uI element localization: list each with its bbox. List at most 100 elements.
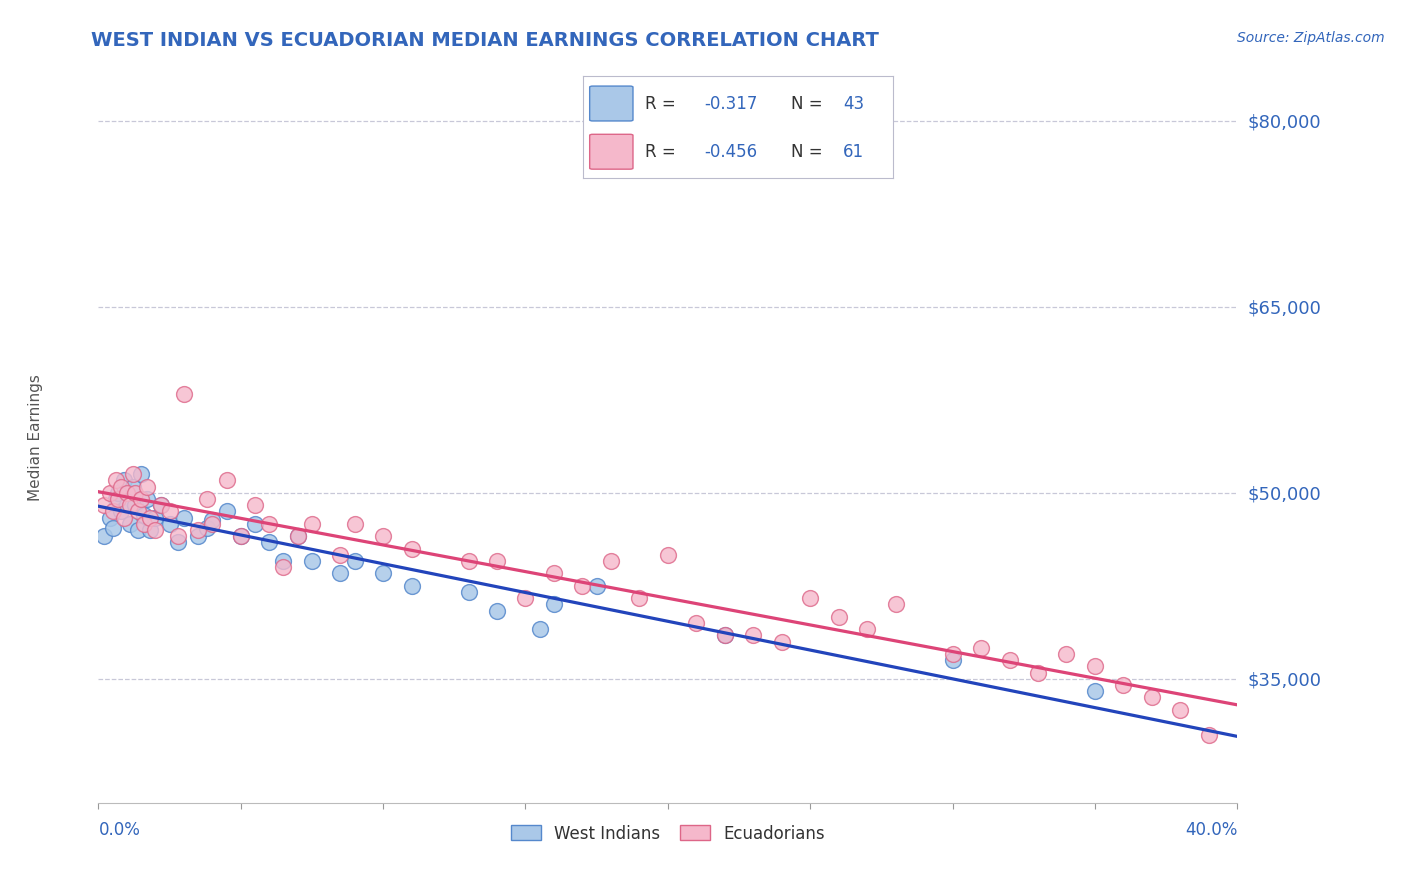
Point (828, 610, 851, 624)
Point (135, 480, 157, 494)
Point (714, 628, 737, 642)
Point (529, 622, 551, 636)
Point (243, 498, 266, 512)
Text: N =: N = (790, 95, 823, 112)
Point (145, 510, 167, 524)
Point (187, 529, 209, 543)
Point (685, 615, 707, 630)
Point (1140, 690, 1163, 705)
Point (998, 653, 1021, 667)
Point (543, 598, 565, 612)
Point (124, 486, 146, 500)
Point (287, 529, 309, 543)
Text: -0.317: -0.317 (704, 95, 758, 112)
Point (229, 529, 252, 543)
Point (98, 486, 121, 500)
Point (104, 474, 127, 488)
Text: 40.0%: 40.0% (1185, 822, 1237, 839)
Point (457, 585, 479, 599)
Point (132, 508, 155, 523)
Point (173, 510, 195, 524)
Text: R =: R = (645, 95, 676, 112)
Point (215, 474, 238, 488)
Point (273, 560, 295, 574)
Point (600, 554, 623, 568)
Point (138, 510, 160, 524)
Point (543, 566, 565, 581)
Point (145, 523, 167, 537)
Point (115, 498, 138, 512)
Point (343, 554, 366, 568)
Point (1198, 728, 1220, 742)
Text: R =: R = (645, 143, 676, 161)
Point (127, 523, 149, 537)
Point (195, 520, 218, 534)
Point (101, 504, 124, 518)
Point (118, 498, 141, 512)
Point (856, 622, 879, 636)
Point (1084, 684, 1107, 698)
Point (159, 516, 181, 531)
Point (401, 541, 423, 556)
Point (628, 591, 651, 606)
Point (93, 498, 115, 512)
Text: -0.456: -0.456 (704, 143, 758, 161)
Text: N =: N = (790, 143, 823, 161)
Point (135, 491, 157, 506)
Point (1170, 703, 1192, 717)
Point (401, 579, 423, 593)
Point (942, 653, 965, 667)
Point (714, 628, 737, 642)
Point (329, 566, 352, 581)
Point (942, 647, 965, 661)
Point (98, 510, 121, 524)
Point (115, 486, 138, 500)
Text: 61: 61 (844, 143, 865, 161)
Point (150, 498, 173, 512)
Point (112, 510, 135, 524)
FancyBboxPatch shape (589, 135, 633, 169)
Point (1084, 659, 1107, 673)
Point (273, 554, 295, 568)
Point (101, 520, 124, 534)
Text: Median Earnings: Median Earnings (28, 374, 44, 500)
Point (301, 554, 323, 568)
Point (571, 579, 593, 593)
Point (159, 504, 181, 518)
Point (486, 554, 509, 568)
Point (118, 516, 141, 531)
Point (132, 516, 155, 531)
Text: Source: ZipAtlas.com: Source: ZipAtlas.com (1237, 31, 1385, 45)
Text: 43: 43 (844, 95, 865, 112)
Point (1026, 665, 1049, 680)
Point (129, 491, 152, 506)
Point (1112, 678, 1135, 692)
Point (107, 491, 129, 506)
Point (243, 516, 266, 531)
Point (515, 591, 537, 606)
Point (343, 516, 366, 531)
Point (187, 523, 209, 537)
Point (150, 498, 173, 512)
Point (201, 516, 224, 531)
Point (486, 604, 509, 618)
Point (1056, 647, 1078, 661)
Point (229, 529, 252, 543)
Point (173, 386, 195, 401)
Point (167, 529, 190, 543)
Point (970, 640, 993, 655)
Point (124, 498, 146, 512)
Point (259, 516, 281, 531)
Point (457, 554, 479, 568)
Point (127, 504, 149, 518)
Point (301, 516, 323, 531)
Point (107, 486, 129, 500)
Point (110, 504, 132, 518)
Point (110, 480, 132, 494)
Legend: West Indians, Ecuadorians: West Indians, Ecuadorians (503, 818, 832, 849)
Text: WEST INDIAN VS ECUADORIAN MEDIAN EARNINGS CORRELATION CHART: WEST INDIAN VS ECUADORIAN MEDIAN EARNING… (91, 31, 879, 50)
Point (121, 480, 143, 494)
Point (770, 634, 793, 648)
Point (121, 467, 143, 482)
Point (138, 523, 160, 537)
